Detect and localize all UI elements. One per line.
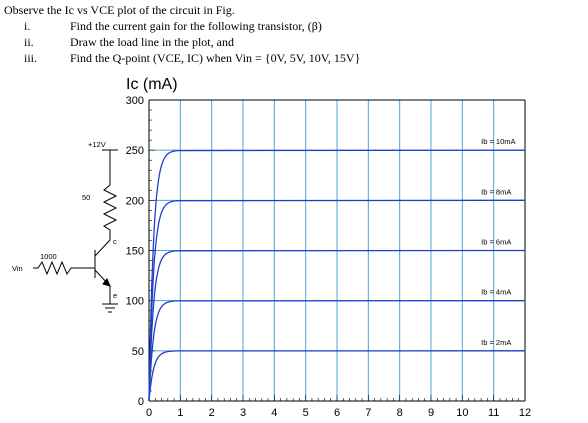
- y-tick-label: 50: [132, 346, 144, 358]
- item-number: iii.: [24, 51, 38, 65]
- x-tick-label: 12: [519, 407, 531, 419]
- collector-resistor-label: 50: [82, 193, 90, 202]
- series-label: Ib = 8mA: [481, 187, 511, 196]
- item-text: Find the current gain for the following …: [70, 19, 322, 33]
- question-intro: Observe the Ic vs VCE plot of the circui…: [4, 3, 235, 17]
- x-tick-label: 8: [397, 407, 403, 419]
- series-label: Ib = 10mA: [481, 137, 515, 146]
- item-text: Find the Q-point (VCE, IC) when Vin = {0…: [70, 51, 361, 65]
- base-resistor-label: 1000: [40, 252, 57, 261]
- series-line: [148, 249, 526, 402]
- x-tick-label: 6: [334, 407, 340, 419]
- x-tick-label: 5: [303, 407, 309, 419]
- item-number: i.: [24, 19, 31, 33]
- collector-label: c: [113, 237, 117, 246]
- series-line: [148, 149, 526, 402]
- y-tick-label: 200: [126, 195, 144, 207]
- x-tick-label: 1: [177, 407, 183, 419]
- item-number: ii.: [24, 35, 34, 49]
- series-line: [148, 199, 526, 402]
- y-tick-label: 300: [126, 95, 144, 107]
- x-tick-label: 10: [456, 407, 468, 419]
- supply-label: +12V: [88, 140, 106, 149]
- collector-lead: [94, 239, 111, 257]
- x-tick-label: 7: [365, 407, 371, 419]
- series-line: [148, 350, 526, 402]
- y-tick-label: 150: [126, 246, 144, 258]
- x-tick-label: 11: [488, 407, 499, 419]
- item-text: Draw the load line in the plot, and: [70, 35, 234, 49]
- y-tick-label: 0: [138, 396, 144, 408]
- x-tick-label: 9: [428, 407, 434, 419]
- series-line: [148, 300, 526, 402]
- series-label: Ib = 4mA: [481, 288, 511, 297]
- x-tick-label: 2: [209, 407, 215, 419]
- y-tick-label: 250: [126, 145, 144, 157]
- input-label: Vin: [12, 264, 23, 273]
- emitter-label: e: [113, 291, 117, 300]
- emitter-arrow: [102, 278, 111, 287]
- circuit-labels: +12V 50 1000 Vin c e: [12, 140, 117, 300]
- x-tick-label: 3: [240, 407, 246, 419]
- circuit-diagram: [33, 149, 118, 313]
- chart-title: Ic (mA): [126, 76, 178, 93]
- series-label: Ib = 2mA: [481, 338, 511, 347]
- collector-resistor: [102, 162, 118, 240]
- x-tick-label: 0: [146, 407, 152, 419]
- base-resistor: [33, 260, 95, 276]
- y-tick-label: 100: [126, 296, 144, 308]
- series-label: Ib = 6mA: [481, 238, 511, 247]
- x-tick-label: 4: [271, 407, 277, 419]
